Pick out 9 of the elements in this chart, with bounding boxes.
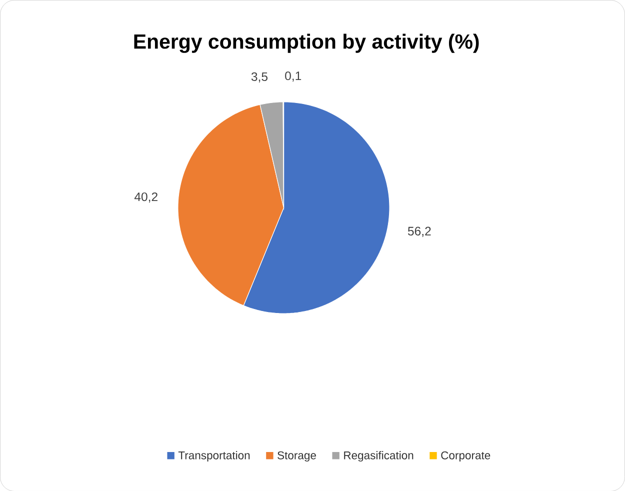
data-label: 40,2: [134, 192, 158, 202]
legend-label: Regasification: [344, 450, 414, 462]
data-label: 56,2: [408, 226, 431, 237]
legend-label: Corporate: [441, 451, 490, 462]
chart-title: Energy consumption by activity (%): [134, 34, 479, 53]
data-label: 3,5: [251, 72, 268, 82]
data-label: 0,1: [285, 71, 302, 82]
legend-label: Storage: [278, 451, 316, 462]
legend-label: Transportation: [178, 450, 250, 462]
